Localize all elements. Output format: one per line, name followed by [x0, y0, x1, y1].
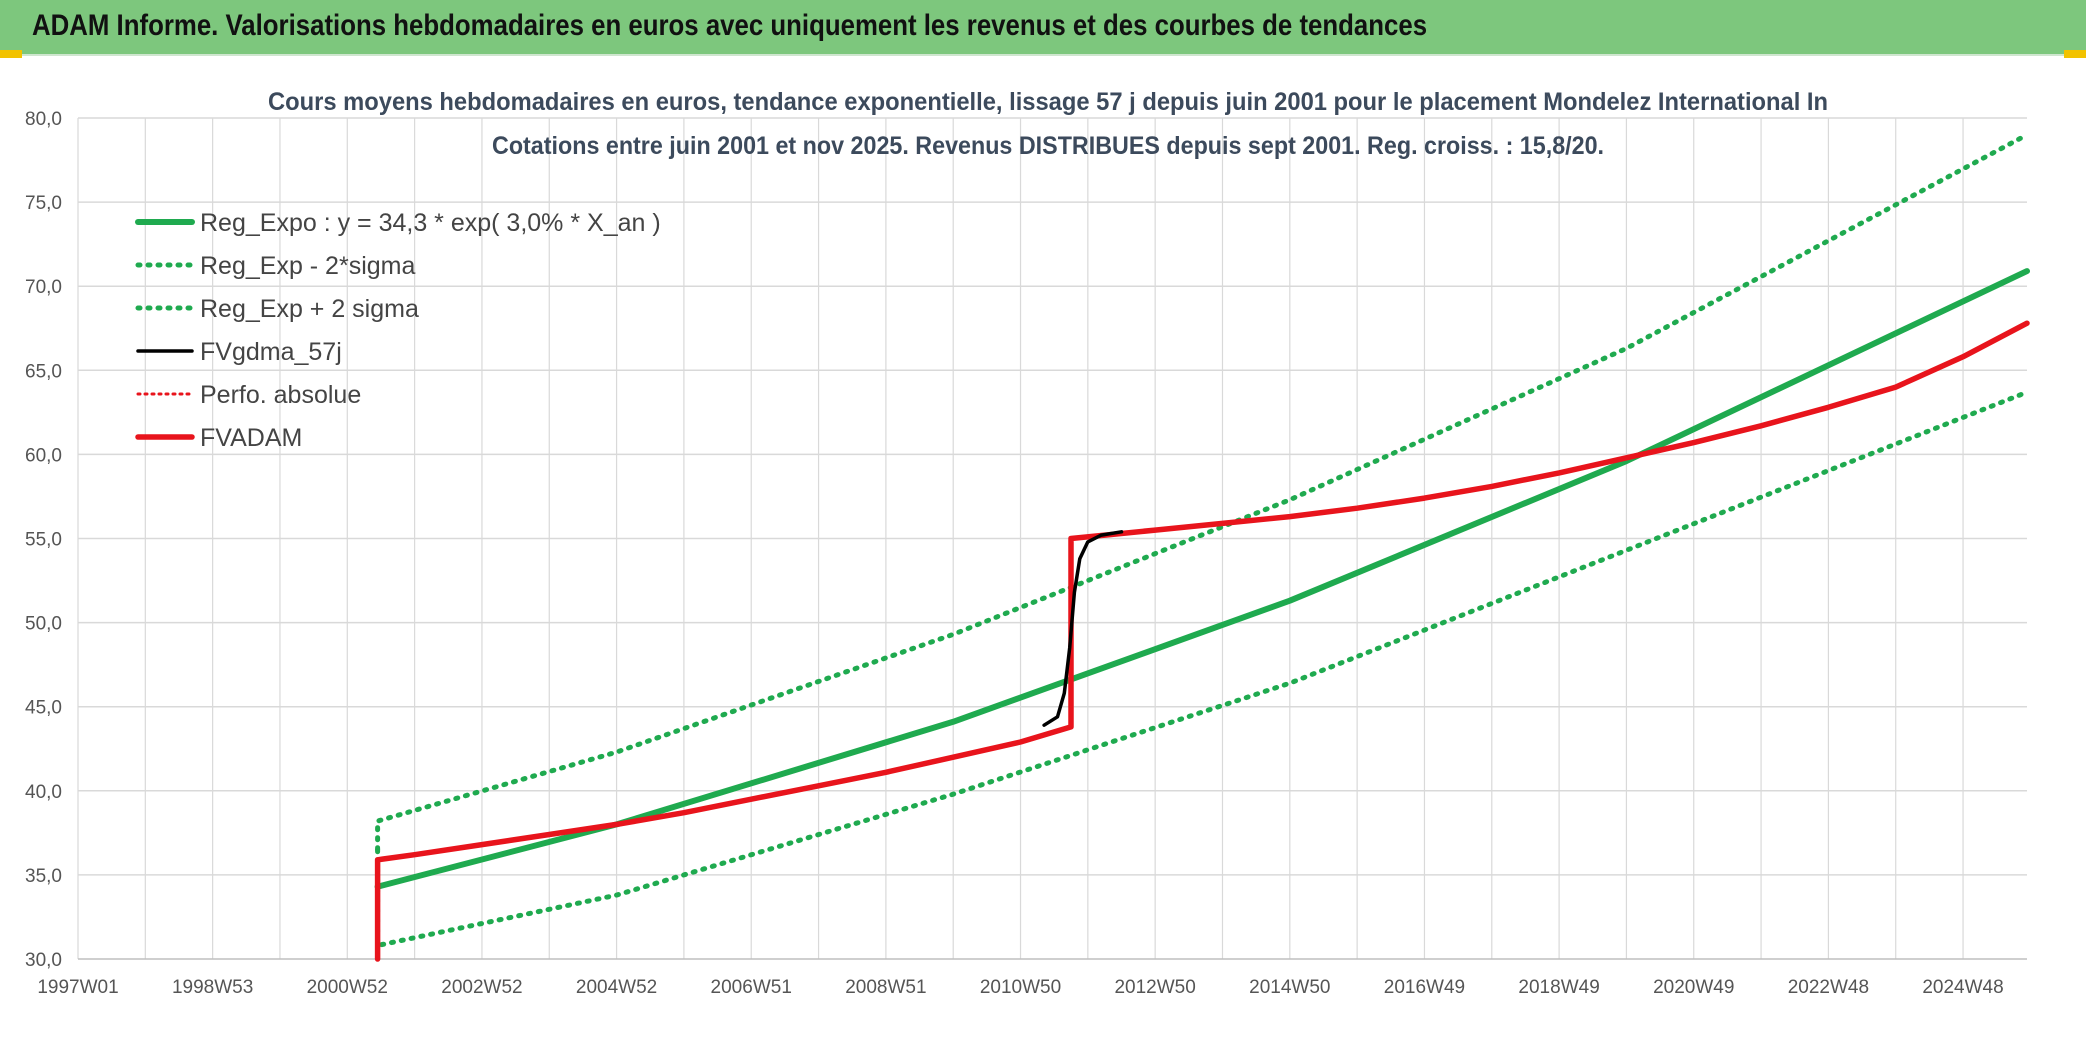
legend-label: FVgdma_57j: [200, 338, 342, 366]
x-tick-label: 2022W48: [1788, 977, 1869, 998]
y-tick-label: 55,0: [25, 530, 62, 551]
series: [374, 132, 2030, 962]
legend: Reg_Expo : y = 34,3 * exp( 3,0% * X_an )…: [135, 209, 661, 452]
x-tick-label: 1997W01: [37, 977, 118, 998]
x-tick-label: 2000W52: [307, 977, 388, 998]
y-tick-label: 45,0: [25, 698, 62, 719]
y-tick-labels: 30,0 35,0 40,0 45,0 50,0 55,0 60,0 65,0 70,0 75,0…: [25, 109, 62, 971]
y-tick-label: 30,0: [25, 950, 62, 971]
series-line-Reg_Exp - 2*sigma: [375, 389, 2030, 948]
x-tick-label: 2002W52: [441, 977, 522, 998]
series-line-Reg_Exp + 2 sigma: [375, 132, 2030, 853]
y-tick-label: 50,0: [25, 614, 62, 635]
x-tick-label: 2010W50: [980, 977, 1061, 998]
x-tick-label: 2024W48: [1922, 977, 2003, 998]
grid: [77, 117, 2027, 959]
y-tick-label: 60,0: [25, 445, 62, 466]
chart-title: Cours moyens hebdomadaires en euros, ten…: [268, 88, 1828, 160]
x-tick-label: 2016W49: [1384, 977, 1465, 998]
x-tick-label: 2012W50: [1114, 977, 1195, 998]
y-tick-label: 35,0: [25, 866, 62, 887]
header-banner: ADAM Informe. Valorisations hebdomadaire…: [0, 0, 2086, 56]
legend-label: Reg_Exp - 2*sigma: [200, 252, 415, 280]
chart-title-line1: Cours moyens hebdomadaires en euros, ten…: [268, 88, 1828, 116]
x-tick-label: 2004W52: [576, 977, 657, 998]
x-tick-label: 2014W50: [1249, 977, 1330, 998]
y-tick-label: 80,0: [25, 109, 62, 130]
chart-title-line2: Cotations entre juin 2001 et nov 2025. R…: [492, 132, 1604, 160]
y-tick-label: 75,0: [25, 193, 62, 214]
x-tick-labels: 1997W01 1998W53 2000W52 2002W52 2004W52 2006W…: [37, 977, 2003, 998]
x-tick-label: 1998W53: [172, 977, 253, 998]
y-tick-label: 70,0: [25, 277, 62, 298]
legend-label: Perfo. absolue: [200, 381, 361, 409]
x-tick-label: 2006W51: [711, 977, 792, 998]
legend-label: Reg_Expo : y = 34,3 * exp( 3,0% * X_an ): [200, 209, 661, 237]
x-tick-label: 2018W49: [1518, 977, 1599, 998]
x-tick-label: 2008W51: [845, 977, 926, 998]
legend-label: FVADAM: [200, 424, 302, 452]
corner-marker-left: [0, 50, 22, 58]
chart-area: Cours moyens hebdomadaires en euros, ten…: [0, 58, 2086, 1037]
y-tick-label: 65,0: [25, 361, 62, 382]
series-line-FVADAM: [374, 320, 2030, 962]
series-line-Reg_Expo : y = 34,3 * exp( 3,0% * X_an ): [374, 268, 2030, 890]
y-tick-label: 40,0: [25, 782, 62, 803]
corner-marker-right: [2064, 50, 2086, 58]
legend-label: Reg_Exp + 2 sigma: [200, 295, 419, 323]
series-line-FVgdma_57j: [1042, 530, 1124, 727]
page-title: ADAM Informe. Valorisations hebdomadaire…: [32, 9, 1428, 42]
x-tick-label: 2020W49: [1653, 977, 1734, 998]
chart-svg: Cours moyens hebdomadaires en euros, ten…: [25, 88, 2030, 998]
